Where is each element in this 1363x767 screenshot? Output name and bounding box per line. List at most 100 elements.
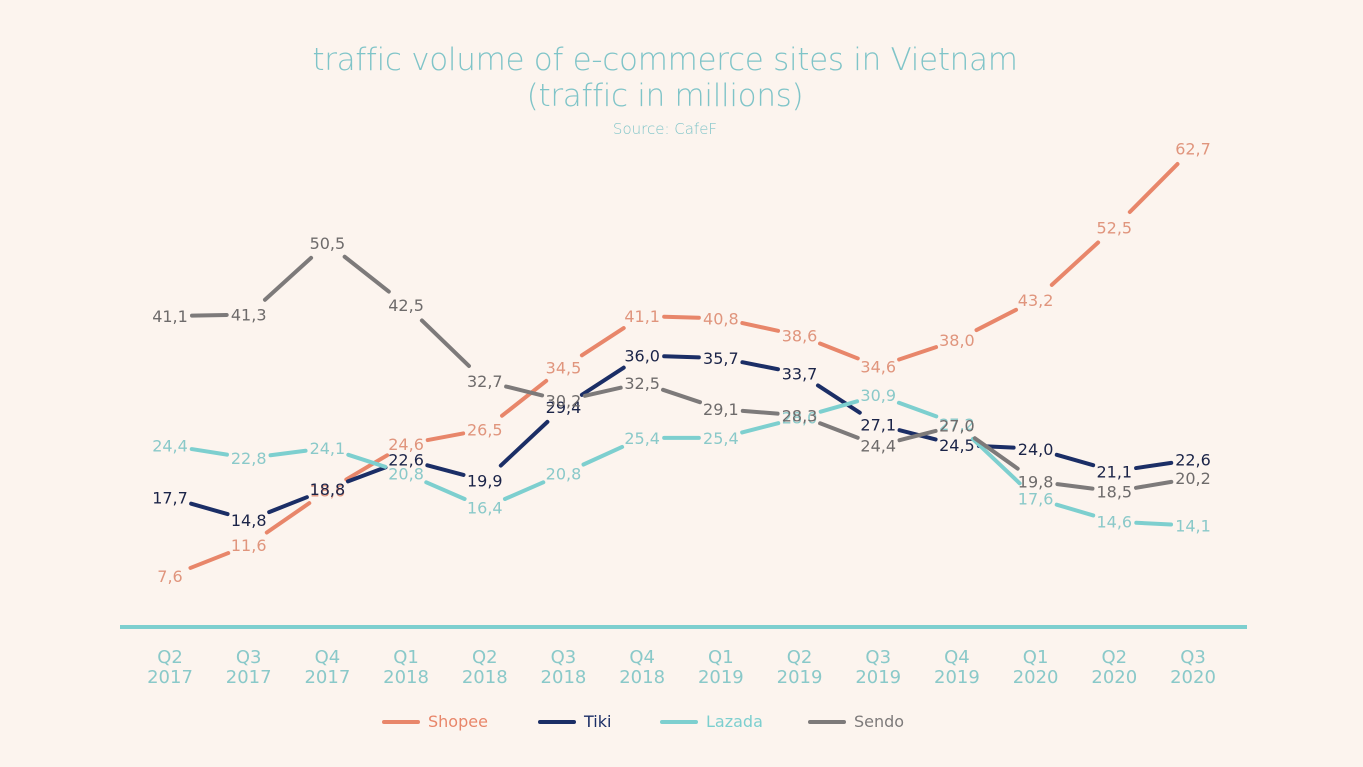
legend-item-sendo[interactable]: Sendo xyxy=(808,712,904,731)
series-segment xyxy=(662,314,701,320)
data-label: 24,4 xyxy=(152,437,188,456)
data-label: 22,8 xyxy=(231,449,267,468)
series-segment xyxy=(974,307,1019,333)
x-tick-label: Q3 2018 xyxy=(541,647,587,688)
series-segment xyxy=(425,431,466,443)
series-segment xyxy=(1127,162,1180,214)
series-segment xyxy=(740,360,780,372)
data-label: 62,7 xyxy=(1175,139,1211,158)
data-label: 22,6 xyxy=(388,451,424,470)
data-label: 7,6 xyxy=(157,567,182,586)
series-segment xyxy=(661,387,702,405)
data-label: 14,6 xyxy=(1096,513,1132,532)
series-segment xyxy=(345,465,388,484)
x-tick-label: Q2 2020 xyxy=(1091,647,1137,688)
data-label: 38,0 xyxy=(939,331,975,350)
data-label: 19,8 xyxy=(1018,472,1054,491)
data-label: 33,7 xyxy=(782,364,818,383)
data-label: 18,8 xyxy=(310,480,346,499)
data-label: 18,6 xyxy=(310,482,346,501)
data-label: 29,1 xyxy=(703,400,739,419)
chart-title: traffic volume of e-commerce sites in Vi… xyxy=(312,42,1018,78)
data-label: 25,4 xyxy=(703,429,739,448)
series-segment xyxy=(344,453,390,482)
series-segment xyxy=(818,421,860,440)
x-tick-label: Q1 2020 xyxy=(1013,647,1059,688)
legend-swatch-icon xyxy=(538,719,576,724)
series-segment xyxy=(581,444,625,467)
series-segment xyxy=(346,452,388,469)
data-label: 16,4 xyxy=(467,499,503,518)
x-tick-label: Q3 2017 xyxy=(226,647,272,688)
data-label: 27,1 xyxy=(860,416,896,435)
x-tick-label: Q4 2018 xyxy=(619,647,665,688)
data-label: 40,8 xyxy=(703,309,739,328)
x-tick-label: Q2 2018 xyxy=(462,647,508,688)
series-segment xyxy=(502,480,546,501)
data-label: 24,0 xyxy=(1018,440,1054,459)
series-segment xyxy=(1134,520,1174,527)
data-label: 50,5 xyxy=(310,234,346,253)
x-tick-label: Q3 2019 xyxy=(855,647,901,688)
legend-swatch-icon xyxy=(660,719,698,724)
x-tick-label: Q1 2018 xyxy=(383,647,429,688)
series-segment xyxy=(1054,502,1096,518)
series-segment xyxy=(268,448,308,458)
legend-item-lazada[interactable]: Lazada xyxy=(660,712,763,731)
series-segment xyxy=(1055,482,1095,491)
series-segment xyxy=(818,399,860,414)
data-label: 41,3 xyxy=(231,306,267,325)
data-label: 27,0 xyxy=(939,416,975,435)
x-tick-label: Q3 2020 xyxy=(1170,647,1216,688)
legend-item-shopee[interactable]: Shopee xyxy=(382,712,488,731)
legend-label: Shopee xyxy=(428,712,488,731)
series-segment xyxy=(740,321,781,333)
series-segment xyxy=(740,408,780,416)
data-label: 43,2 xyxy=(1018,291,1054,310)
data-label: 25,4 xyxy=(624,429,660,448)
data-label: 24,5 xyxy=(939,436,975,455)
data-label: 32,7 xyxy=(467,372,503,391)
line-chart: Q2 2017 Q3 2017 Q4 2017 Q1 2018 Q2 2018 Q3 2018 Q4 20… xyxy=(120,139,1247,688)
series-segment xyxy=(267,495,309,515)
data-label: 42,5 xyxy=(388,296,424,315)
series-segment xyxy=(972,436,1020,471)
data-label: 27,2 xyxy=(939,415,975,434)
series-segment xyxy=(262,255,314,302)
series-segment xyxy=(740,421,781,435)
series-segment xyxy=(424,480,467,501)
series-segment xyxy=(818,341,860,361)
series-tiki: 17,7 14,8 18,8 22,6 19,9 29,4 36,0 35,7 33,7 27,1… xyxy=(152,347,1211,531)
series-segment xyxy=(498,419,550,468)
data-label: 24,4 xyxy=(860,437,896,456)
series-shopee: 7,6 11,6 18,6 24,6 26,5 34,5 41,1 40,8 38,6 34,6 3… xyxy=(157,139,1211,586)
legend-label: Lazada xyxy=(706,712,763,731)
series-segment xyxy=(419,318,471,368)
data-label: 17,7 xyxy=(152,489,188,508)
series-segment xyxy=(1054,452,1096,468)
series-segment xyxy=(188,551,231,570)
series-segment xyxy=(1049,240,1101,287)
series-segment xyxy=(579,365,626,397)
data-label: 34,6 xyxy=(860,358,896,377)
legend-item-tiki[interactable]: Tiki xyxy=(538,712,611,731)
data-label: 17,6 xyxy=(1018,489,1054,508)
x-tick-label: Q2 2019 xyxy=(777,647,823,688)
x-tick-label: Q4 2019 xyxy=(934,647,980,688)
data-label: 21,1 xyxy=(1096,462,1132,481)
chart-legend: Shopee Tiki Lazada Sendo xyxy=(0,712,1363,738)
series-sendo: 41,1 41,3 50,5 42,5 32,7 30,2 32,5 29,1 28,3 24,4… xyxy=(152,234,1211,501)
data-label: 28,0 xyxy=(782,409,818,428)
series-segment xyxy=(264,501,312,535)
data-label: 26,5 xyxy=(467,420,503,439)
data-label: 24,1 xyxy=(310,439,346,458)
legend-swatch-icon xyxy=(808,719,846,724)
series-segment xyxy=(342,254,391,294)
legend-swatch-icon xyxy=(382,719,420,724)
series-segment xyxy=(970,437,1022,486)
legend-label: Tiki xyxy=(584,712,612,731)
series-lazada: 24,4 22,8 24,1 20,8 16,4 20,8 25,4 25,4 28,0 30,9… xyxy=(152,386,1211,535)
data-label: 14,1 xyxy=(1175,517,1211,536)
series-segment xyxy=(897,345,939,362)
data-label: 19,9 xyxy=(467,472,503,491)
